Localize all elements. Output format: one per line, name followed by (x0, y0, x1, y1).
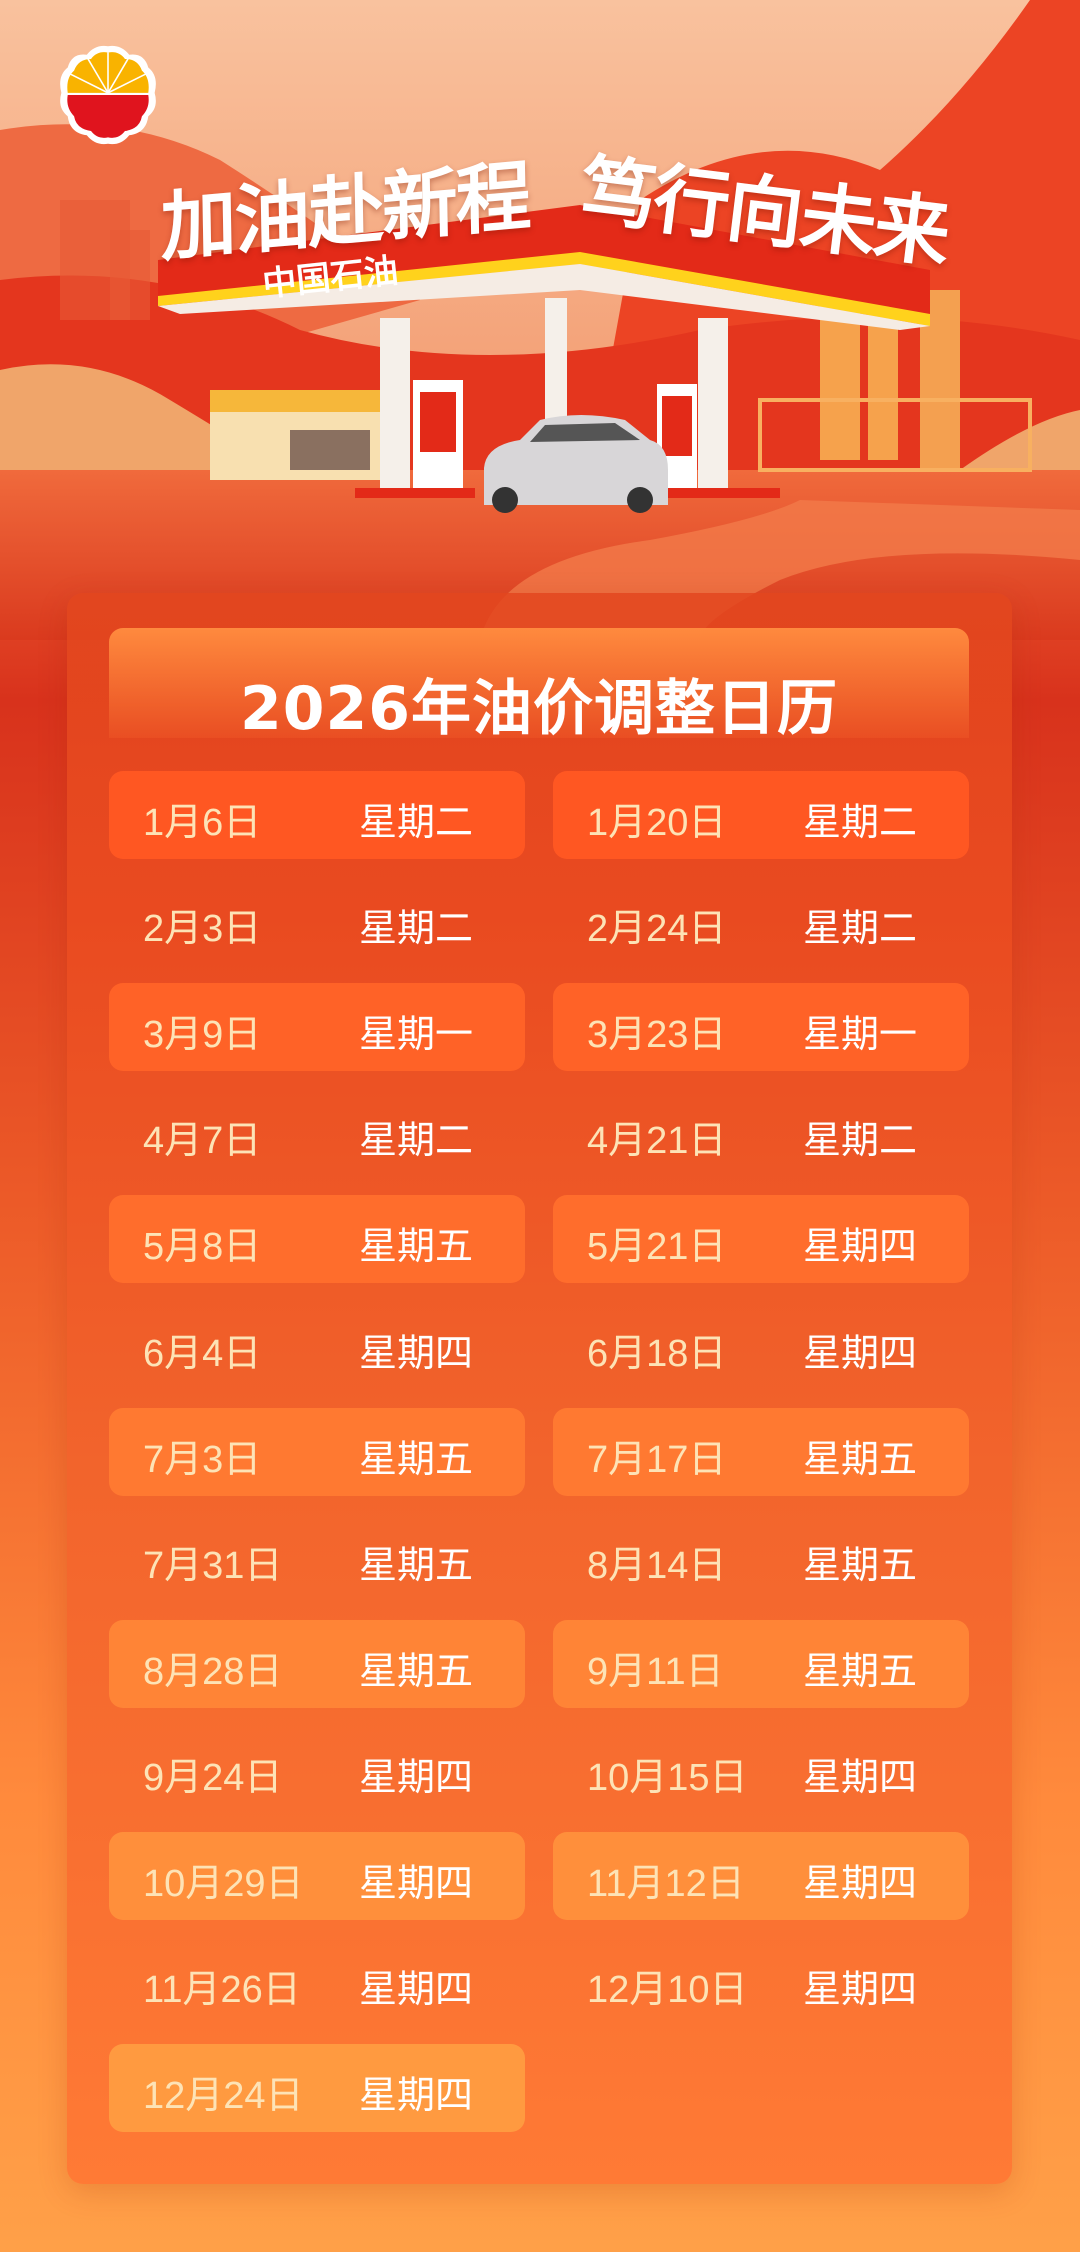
calendar-date-item: 12月10日 星期四 (553, 1938, 969, 2026)
calendar-date-item: 5月8日 星期五 (109, 1195, 525, 1284)
adjust-date: 5月21日 (587, 1226, 727, 1269)
calendar-date-item: 2月3日 星期二 (109, 877, 525, 965)
adjust-date: 1月6日 (143, 802, 262, 844)
adjust-weekday: 星期五 (803, 1648, 918, 1693)
adjust-weekday: 星期五 (803, 1436, 918, 1481)
adjust-weekday: 星期四 (803, 1330, 918, 1375)
calendar-date-item: 3月23日 星期一 (553, 983, 969, 1072)
adjust-weekday: 星期二 (803, 906, 918, 951)
adjust-date: 4月7日 (143, 1120, 262, 1163)
adjust-weekday: 星期四 (359, 1861, 474, 1905)
calendar-date-item: 4月7日 星期二 (109, 1089, 525, 1177)
calendar-date-item: 9月11日 星期五 (553, 1619, 969, 1708)
adjust-date: 12月24日 (143, 2075, 304, 2118)
adjust-date: 6月4日 (143, 1332, 262, 1375)
adjust-weekday: 星期五 (359, 1648, 474, 1693)
adjust-weekday: 星期四 (803, 1224, 918, 1269)
gas-station-illustration (0, 0, 1080, 640)
calendar-date-item: 6月18日 星期四 (553, 1302, 969, 1390)
calendar-date-item: 5月21日 星期四 (553, 1195, 969, 1284)
calendar-date-item: 8月14日 星期五 (553, 1514, 969, 1602)
adjust-date: 7月31日 (143, 1544, 283, 1587)
adjust-weekday: 星期一 (803, 1012, 918, 1057)
adjust-date: 2月24日 (587, 908, 727, 951)
adjust-date: 10月15日 (587, 1756, 748, 1799)
calendar-date-item: 6月4日 星期四 (109, 1302, 525, 1390)
adjust-weekday: 星期四 (803, 1967, 918, 2012)
calendar-date-item: 3月9日 星期一 (109, 983, 525, 1072)
hero-banner: 加油赴新程 笃行向未来 中国石油 (0, 0, 1080, 640)
adjust-weekday: 星期二 (803, 800, 918, 844)
adjust-date: 7月3日 (143, 1438, 262, 1481)
adjust-date: 8月14日 (587, 1544, 727, 1587)
adjust-weekday: 星期四 (359, 1967, 474, 2012)
calendar-date-item: 4月21日 星期二 (553, 1089, 969, 1177)
adjust-weekday: 星期五 (803, 1542, 918, 1587)
calendar-date-item: 8月28日 星期五 (109, 1619, 525, 1708)
calendar-date-item: 1月20日 星期二 (553, 771, 969, 859)
adjust-weekday: 星期五 (359, 1224, 474, 1269)
adjust-date: 1月20日 (587, 802, 727, 844)
calendar-date-item: 12月24日 星期四 (109, 2044, 525, 2133)
adjust-weekday: 星期二 (359, 800, 474, 844)
adjust-weekday: 星期二 (359, 906, 474, 951)
adjust-date: 8月28日 (143, 1650, 283, 1693)
calendar-date-item: 10月29日 星期四 (109, 1832, 525, 1920)
adjust-date: 4月21日 (587, 1120, 727, 1163)
adjust-date: 11月12日 (587, 1863, 745, 1905)
adjust-weekday: 星期四 (359, 1754, 474, 1799)
calendar-title: 2026年油价调整日历 (240, 674, 838, 744)
calendar-date-item: 10月15日 星期四 (553, 1726, 969, 1814)
calendar-date-item: 7月17日 星期五 (553, 1407, 969, 1496)
adjust-date: 2月3日 (143, 908, 262, 951)
calendar-date-item: 11月26日 星期四 (109, 1938, 525, 2026)
adjust-weekday: 星期五 (359, 1542, 474, 1587)
adjust-date: 9月24日 (143, 1756, 283, 1799)
adjust-date: 12月10日 (587, 1969, 748, 2012)
adjust-weekday: 星期四 (359, 2073, 474, 2118)
calendar-date-item: 9月24日 星期四 (109, 1726, 525, 1814)
adjust-date: 9月11日 (587, 1650, 724, 1693)
adjust-weekday: 星期五 (359, 1436, 474, 1481)
adjust-date: 7月17日 (587, 1438, 727, 1481)
adjust-date: 3月9日 (143, 1014, 262, 1057)
adjust-weekday: 星期四 (359, 1330, 474, 1375)
calendar-title-box (109, 628, 969, 738)
adjust-date: 10月29日 (143, 1863, 304, 1905)
calendar-date-item: 1月6日 星期二 (109, 771, 525, 859)
adjust-date: 6月18日 (587, 1332, 727, 1375)
adjust-weekday: 星期四 (803, 1861, 918, 1905)
petrochina-logo-icon (60, 45, 156, 145)
calendar-date-item: 7月3日 星期五 (109, 1407, 525, 1496)
adjust-date: 11月26日 (143, 1969, 301, 2012)
calendar-date-item: 7月31日 星期五 (109, 1514, 525, 1602)
adjust-weekday: 星期一 (359, 1012, 474, 1057)
adjust-weekday: 星期四 (803, 1754, 918, 1799)
calendar-date-item: 11月12日 星期四 (553, 1832, 969, 1920)
adjust-weekday: 星期二 (359, 1118, 474, 1163)
adjust-weekday: 星期二 (803, 1118, 918, 1163)
adjust-date: 3月23日 (587, 1014, 727, 1057)
adjust-date: 5月8日 (143, 1226, 262, 1269)
calendar-date-item: 2月24日 星期二 (553, 877, 969, 965)
